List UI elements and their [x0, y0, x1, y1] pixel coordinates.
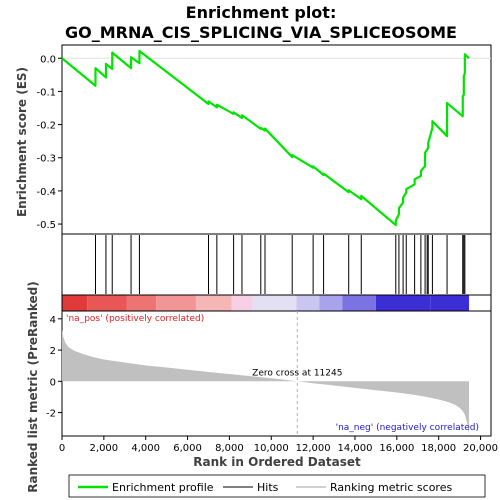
heatmap-segment [156, 295, 196, 311]
metric-y-tick-label: 2 [50, 346, 56, 357]
heatmap-segment [62, 295, 88, 311]
x-tick-label: 20,000 [463, 443, 498, 454]
heatmap-segment [342, 295, 376, 311]
x-tick-label: 6,000 [173, 443, 202, 454]
es-y-tick-label: 0.0 [40, 54, 56, 65]
metric-y-tick-label: 4 [50, 315, 56, 326]
legend-metric-label: Ranking metric scores [330, 481, 452, 494]
heatmap-segment [430, 295, 470, 311]
legend-enrichment-label: Enrichment profile [112, 481, 214, 494]
es-panel: 0.0 -0.1 -0.2 -0.3 -0.4 -0.5 [36, 44, 492, 235]
es-y-tick-label: -0.2 [36, 121, 56, 132]
hits-frame [61, 233, 492, 296]
x-tick-label: 2,000 [90, 443, 119, 454]
heatmap-segment [231, 295, 253, 311]
x-tick-label: 12,000 [296, 443, 331, 454]
heatmap-segment [87, 295, 127, 311]
heatmap-segment [375, 295, 431, 311]
x-tick-label: 10,000 [254, 443, 289, 454]
heatmap-segment [296, 295, 320, 311]
chart-title-line1: Enrichment plot: [186, 3, 337, 22]
enrichment-profile-line [61, 49, 470, 227]
x-tick-label: 18,000 [421, 443, 456, 454]
heatmap-segment [252, 295, 297, 311]
x-tick-label: 8,000 [215, 443, 244, 454]
chart-title-line2: GO_MRNA_CIS_SPLICING_VIA_SPLICEOSOME [65, 23, 457, 42]
legend-box [68, 474, 486, 498]
rank-heatmap [61, 294, 492, 312]
x-tick-label: 16,000 [379, 443, 414, 454]
es-y-tick-label: -0.5 [36, 220, 56, 231]
x-tick-label: 4,000 [131, 443, 160, 454]
pos-corr-label: 'na_pos' (positively correlated) [66, 314, 204, 324]
neg-corr-label: 'na_neg' (negatively correlated) [336, 423, 479, 433]
ranking-metric-area [62, 329, 470, 435]
legend-hits-label: Hits [257, 481, 279, 494]
metric-y-axis-label: Ranked list metric (PreRanked) [26, 281, 40, 493]
heatmap-segment [126, 295, 157, 311]
metric-panel: Zero cross at 11245 'na_pos' (positively … [46, 310, 498, 454]
x-axis-label: Rank in Ordered Dataset [193, 455, 361, 469]
x-tick-label: 0 [59, 443, 65, 454]
es-y-tick-label: -0.3 [36, 154, 56, 165]
heatmap-segment [195, 295, 232, 311]
es-y-tick-label: -0.1 [36, 87, 56, 98]
es-y-axis-label: Enrichment score (ES) [15, 67, 29, 217]
es-y-tick-label: -0.4 [36, 187, 56, 198]
legend: Enrichment profile Hits Ranking metric s… [68, 474, 486, 498]
metric-y-tick-label: 0 [50, 377, 56, 388]
hits-panel [61, 233, 492, 296]
zero-cross-label: Zero cross at 11245 [252, 368, 342, 378]
x-tick-label: 14,000 [337, 443, 372, 454]
heatmap-segment [319, 295, 343, 311]
metric-y-tick-label: -2 [46, 409, 56, 420]
